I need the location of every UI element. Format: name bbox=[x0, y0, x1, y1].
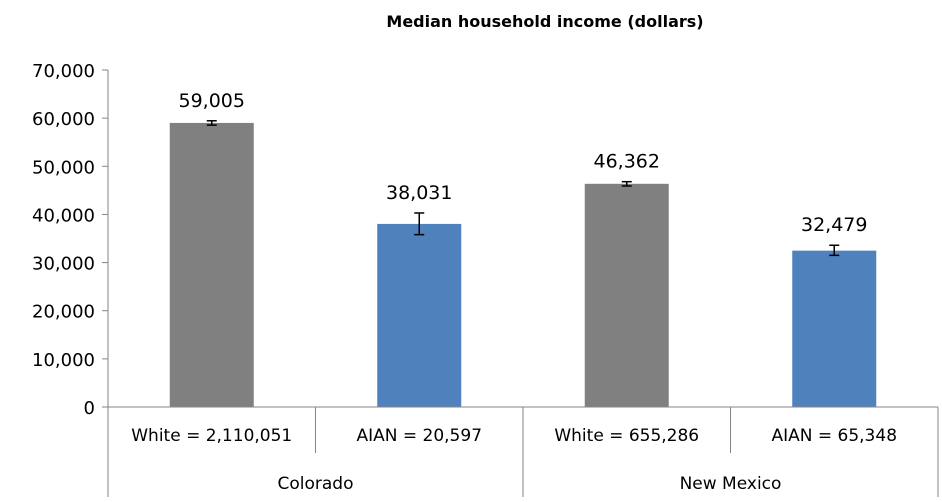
bar bbox=[170, 123, 254, 407]
y-axis: 0 10,000 20,000 30,000 40,000 50,000 60,000 70,… bbox=[32, 61, 108, 419]
y-tick-label: 70,000 bbox=[32, 61, 95, 82]
category-label: White = 655,286 bbox=[554, 426, 699, 446]
data-label: 38,031 bbox=[386, 182, 452, 204]
y-tick-label: 50,000 bbox=[32, 157, 95, 178]
bar bbox=[377, 224, 461, 407]
category-label: AIAN = 65,348 bbox=[771, 426, 897, 446]
y-tick-label: 10,000 bbox=[32, 350, 95, 371]
value-labels: 59,005 38,031 46,362 32,479 bbox=[179, 90, 868, 236]
y-tick-label: 30,000 bbox=[32, 254, 95, 275]
data-label: 32,479 bbox=[801, 214, 867, 236]
group-label: Colorado bbox=[278, 474, 354, 494]
error-bars bbox=[207, 121, 840, 256]
bars bbox=[170, 123, 877, 407]
x-axis: White = 2,110,051 AIAN = 20,597 White = 65… bbox=[108, 407, 938, 497]
category-label: White = 2,110,051 bbox=[131, 426, 292, 446]
y-tick-label: 60,000 bbox=[32, 109, 95, 130]
group-label: New Mexico bbox=[680, 474, 782, 494]
y-tick-label: 40,000 bbox=[32, 205, 95, 226]
bar bbox=[585, 184, 669, 407]
y-tick-label: 0 bbox=[84, 398, 95, 419]
data-label: 59,005 bbox=[179, 90, 245, 112]
bar bbox=[792, 251, 876, 407]
category-label: AIAN = 20,597 bbox=[356, 426, 482, 446]
y-tick-label: 20,000 bbox=[32, 302, 95, 323]
data-label: 46,362 bbox=[594, 151, 660, 173]
chart-title: Median household income (dollars) bbox=[386, 12, 703, 31]
